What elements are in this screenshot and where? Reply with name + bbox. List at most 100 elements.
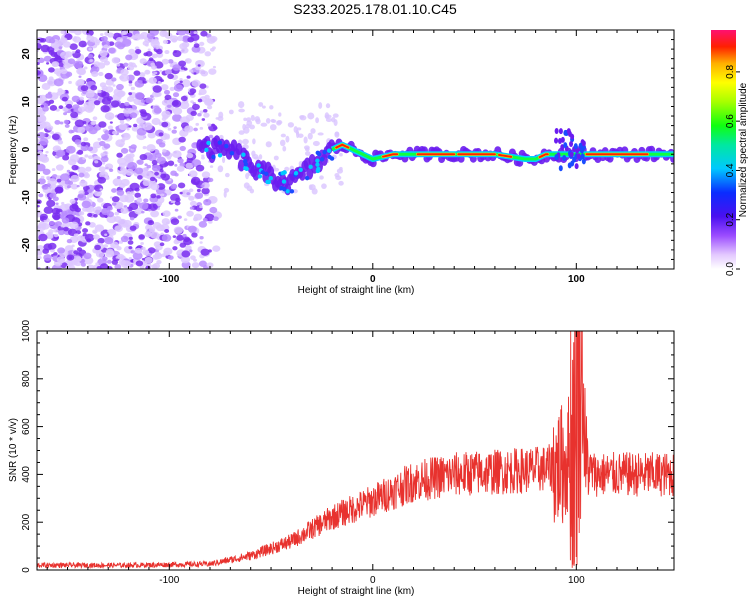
noise-blob xyxy=(60,30,66,35)
noise-blob xyxy=(168,255,174,260)
noise-blob xyxy=(156,195,161,199)
ridge-blob xyxy=(243,165,248,171)
noise-blob xyxy=(224,172,230,178)
noise-blob xyxy=(69,198,76,204)
noise-blob xyxy=(318,102,323,109)
noise-blob xyxy=(189,249,193,253)
noise-blob xyxy=(124,194,135,203)
noise-blob xyxy=(97,237,105,244)
noise-blob xyxy=(173,84,184,92)
noise-blob xyxy=(126,191,132,196)
noise-blob xyxy=(164,32,173,39)
noise-blob xyxy=(53,233,59,238)
noise-blob xyxy=(43,206,54,214)
noise-blob xyxy=(70,130,75,134)
noise-blob xyxy=(99,82,107,88)
noise-blob xyxy=(71,95,80,103)
noise-blob xyxy=(73,36,82,43)
noise-blob xyxy=(57,88,63,93)
noise-blob xyxy=(189,200,197,207)
noise-blob xyxy=(109,168,114,172)
noise-blob xyxy=(162,210,171,217)
noise-blob xyxy=(180,95,188,102)
y-tick-label: 200 xyxy=(21,513,32,530)
ridge-blob xyxy=(229,150,235,156)
noise-blob xyxy=(204,51,212,57)
noise-blob xyxy=(179,145,186,151)
noise-blob xyxy=(134,207,143,215)
noise-blob xyxy=(50,183,57,190)
noise-blob xyxy=(58,46,63,50)
noise-blob xyxy=(114,41,123,48)
noise-blob xyxy=(338,180,344,186)
noise-blob xyxy=(57,247,66,254)
noise-blob xyxy=(73,233,79,237)
noise-blob xyxy=(207,123,212,127)
noise-blob xyxy=(122,30,128,35)
ridge-blob xyxy=(256,163,261,168)
noise-blob xyxy=(117,253,125,260)
noise-blob xyxy=(51,61,58,67)
noise-blob xyxy=(77,126,86,134)
noise-blob xyxy=(98,121,107,128)
noise-blob xyxy=(60,180,66,184)
spectrogram-ylabel: Frequency (Hz) xyxy=(8,116,19,185)
noise-blob xyxy=(171,99,182,108)
noise-blob xyxy=(159,69,163,73)
noise-blob xyxy=(101,207,111,216)
noise-blob xyxy=(265,118,271,124)
noise-blob xyxy=(98,140,106,147)
noise-blob xyxy=(42,103,49,108)
noise-blob xyxy=(279,139,286,147)
ridge-halo xyxy=(237,159,245,172)
ridge-blob xyxy=(578,142,583,149)
colorbar-ticks: 0.0 0.2 0.4 0.6 0.8 xyxy=(725,64,740,276)
ridge-blob xyxy=(224,143,229,149)
noise-blob xyxy=(163,89,171,95)
noise-blob xyxy=(184,59,189,63)
noise-blob xyxy=(60,224,65,228)
ridge-peak xyxy=(538,153,549,159)
noise-blob xyxy=(132,54,138,59)
noise-blob xyxy=(68,80,72,84)
noise-blob xyxy=(120,68,129,76)
y-tick-label: 10 xyxy=(21,96,32,108)
noise-blob xyxy=(140,111,148,118)
noise-blob xyxy=(188,170,198,178)
ridge-blob xyxy=(554,154,559,161)
noise-blob xyxy=(187,37,195,43)
noise-blob xyxy=(295,129,299,135)
ridge-blob xyxy=(260,170,266,175)
noise-blob xyxy=(317,132,324,136)
noise-blob xyxy=(38,233,48,242)
noise-blob xyxy=(120,260,131,269)
noise-blob xyxy=(84,154,89,158)
noise-blob xyxy=(255,118,261,125)
noise-blob xyxy=(309,184,316,191)
ridge-blob xyxy=(581,140,586,147)
noise-blob xyxy=(136,127,147,136)
noise-blob xyxy=(211,123,215,127)
noise-blob xyxy=(176,35,184,42)
noise-blob xyxy=(61,210,68,216)
noise-blob xyxy=(134,92,145,100)
noise-blob xyxy=(83,137,89,142)
noise-blob xyxy=(86,264,96,269)
noise-blob xyxy=(172,235,177,239)
noise-blob xyxy=(199,241,203,244)
noise-blob xyxy=(71,164,79,171)
noise-blob xyxy=(75,49,81,54)
noise-blob xyxy=(164,229,170,234)
noise-blob xyxy=(73,250,79,255)
noise-blob xyxy=(159,242,165,247)
noise-blob xyxy=(66,254,75,261)
colorbar-gradient xyxy=(711,30,736,269)
ridge-halo xyxy=(252,168,260,181)
noise-blob xyxy=(111,57,120,64)
noise-blob xyxy=(161,110,171,119)
y-tick-label: 20 xyxy=(21,48,32,60)
noise-blob xyxy=(49,131,54,135)
noise-blob xyxy=(127,161,138,170)
noise-blob xyxy=(54,119,61,125)
noise-blob xyxy=(148,77,158,84)
